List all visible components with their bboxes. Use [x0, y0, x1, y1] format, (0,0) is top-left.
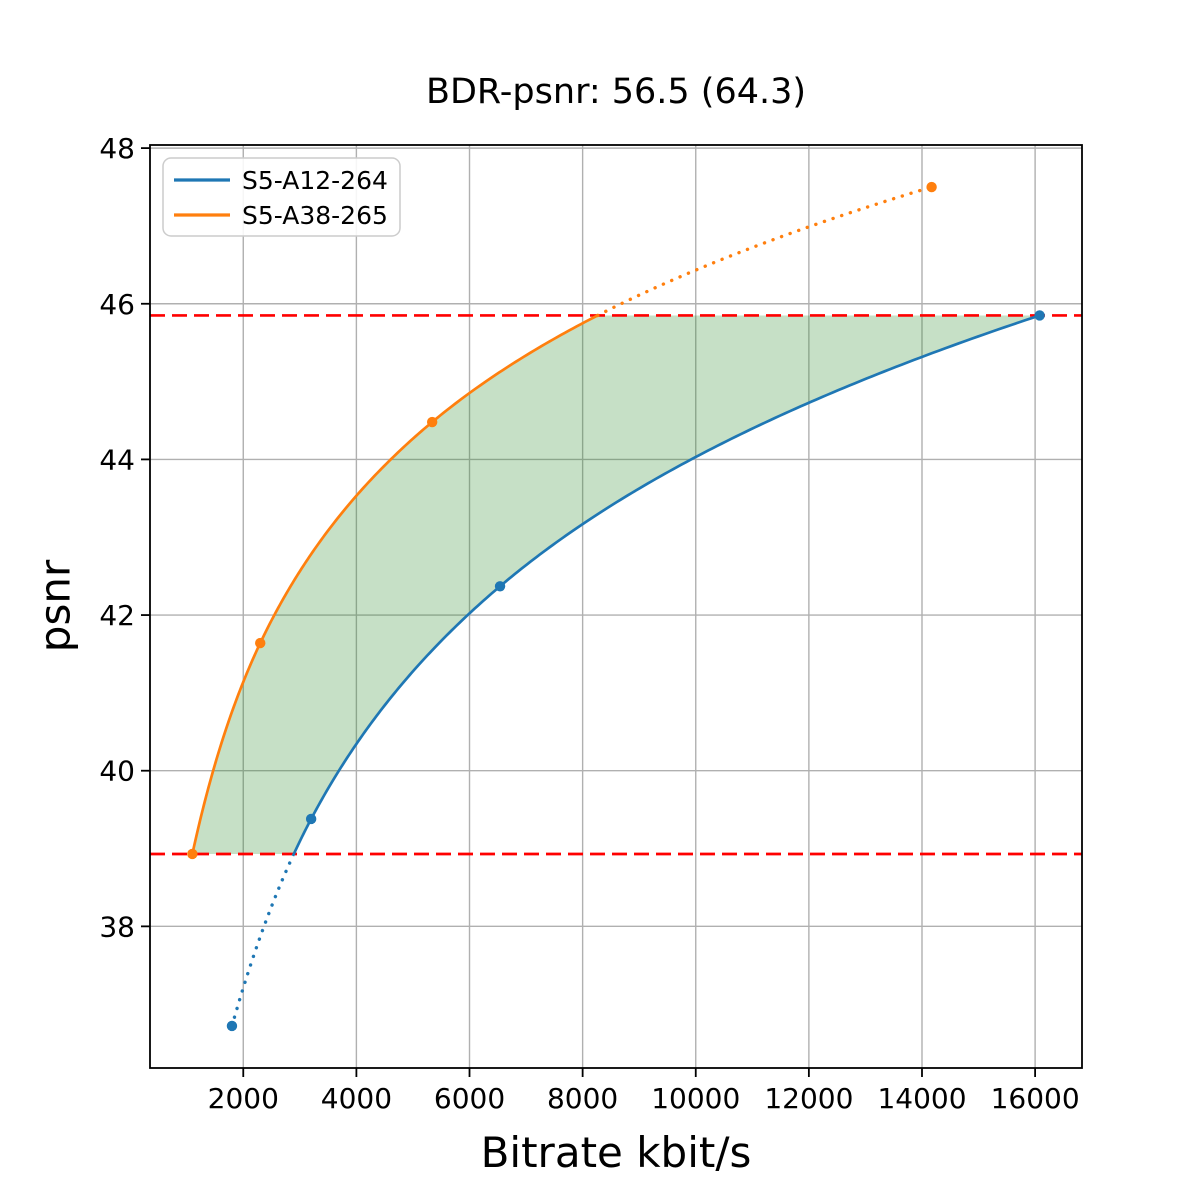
- series-curve-solid: [191, 314, 599, 855]
- data-point: [494, 581, 506, 592]
- plot-border: [149, 144, 1083, 1069]
- chart-title: BDR-psnr: 56.5 (64.3): [425, 72, 807, 112]
- x-axis-label: Bitrate kbit/s: [480, 1128, 752, 1177]
- data-point: [305, 813, 317, 825]
- series-curve-dotted: [595, 185, 934, 318]
- data-point: [187, 848, 198, 860]
- legend-label: S5-A12-264: [242, 166, 388, 195]
- series-curve-dotted: [230, 854, 295, 1028]
- x-tick-label: 10000: [651, 1082, 740, 1115]
- data-point: [426, 416, 438, 428]
- x-tick-label: 4000: [321, 1082, 392, 1115]
- x-tick-label: 14000: [877, 1082, 966, 1115]
- overlap-region: [192, 315, 1040, 854]
- y-tick-label: 38: [99, 910, 135, 943]
- y-tick-label: 42: [99, 599, 135, 632]
- x-tick-label: 16000: [991, 1082, 1080, 1115]
- y-tick-label: 46: [99, 288, 135, 321]
- data-point: [926, 181, 937, 193]
- x-tick-label: 6000: [434, 1082, 505, 1115]
- data-point: [226, 1020, 238, 1032]
- series-curve-solid: [291, 314, 1041, 857]
- data-point: [1034, 310, 1045, 321]
- legend-label: S5-A38-265: [242, 201, 388, 230]
- y-tick-label: 48: [99, 132, 135, 165]
- data-point: [255, 637, 266, 649]
- y-axis-label: psnr: [30, 559, 80, 653]
- y-tick-label: 40: [99, 755, 135, 788]
- x-tick-label: 8000: [547, 1082, 618, 1115]
- x-tick-label: 12000: [764, 1082, 853, 1115]
- x-tick-label: 2000: [208, 1082, 279, 1115]
- y-tick-label: 44: [99, 443, 135, 476]
